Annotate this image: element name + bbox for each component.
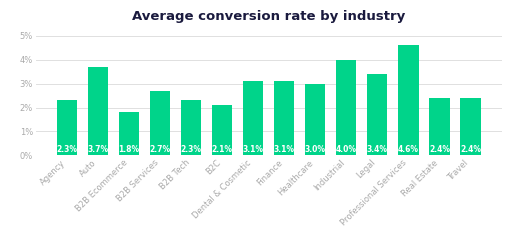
Bar [57, 100, 77, 155]
Text: 2.1%: 2.1% [212, 145, 233, 154]
Bar [398, 45, 418, 155]
Text: 3.1%: 3.1% [243, 145, 264, 154]
Text: 4.0%: 4.0% [336, 145, 357, 154]
Bar [88, 67, 108, 155]
Bar [119, 112, 139, 155]
Bar [243, 81, 263, 155]
Text: 3.0%: 3.0% [305, 145, 326, 154]
Text: 2.7%: 2.7% [150, 145, 171, 154]
Text: 2.3%: 2.3% [181, 145, 202, 154]
Title: Average conversion rate by industry: Average conversion rate by industry [132, 10, 406, 23]
Bar [430, 98, 450, 155]
Text: 2.4%: 2.4% [460, 145, 481, 154]
Bar [305, 84, 326, 155]
Bar [274, 81, 294, 155]
Text: 4.6%: 4.6% [398, 145, 419, 154]
Bar [460, 98, 481, 155]
Text: 3.7%: 3.7% [88, 145, 109, 154]
Bar [181, 100, 201, 155]
Text: 1.8%: 1.8% [119, 145, 140, 154]
Text: 3.4%: 3.4% [367, 145, 388, 154]
Bar [367, 74, 388, 155]
Text: 2.4%: 2.4% [429, 145, 450, 154]
Bar [150, 91, 170, 155]
Text: 3.1%: 3.1% [274, 145, 295, 154]
Text: 2.3%: 2.3% [57, 145, 78, 154]
Bar [336, 60, 356, 155]
Bar [212, 105, 232, 155]
